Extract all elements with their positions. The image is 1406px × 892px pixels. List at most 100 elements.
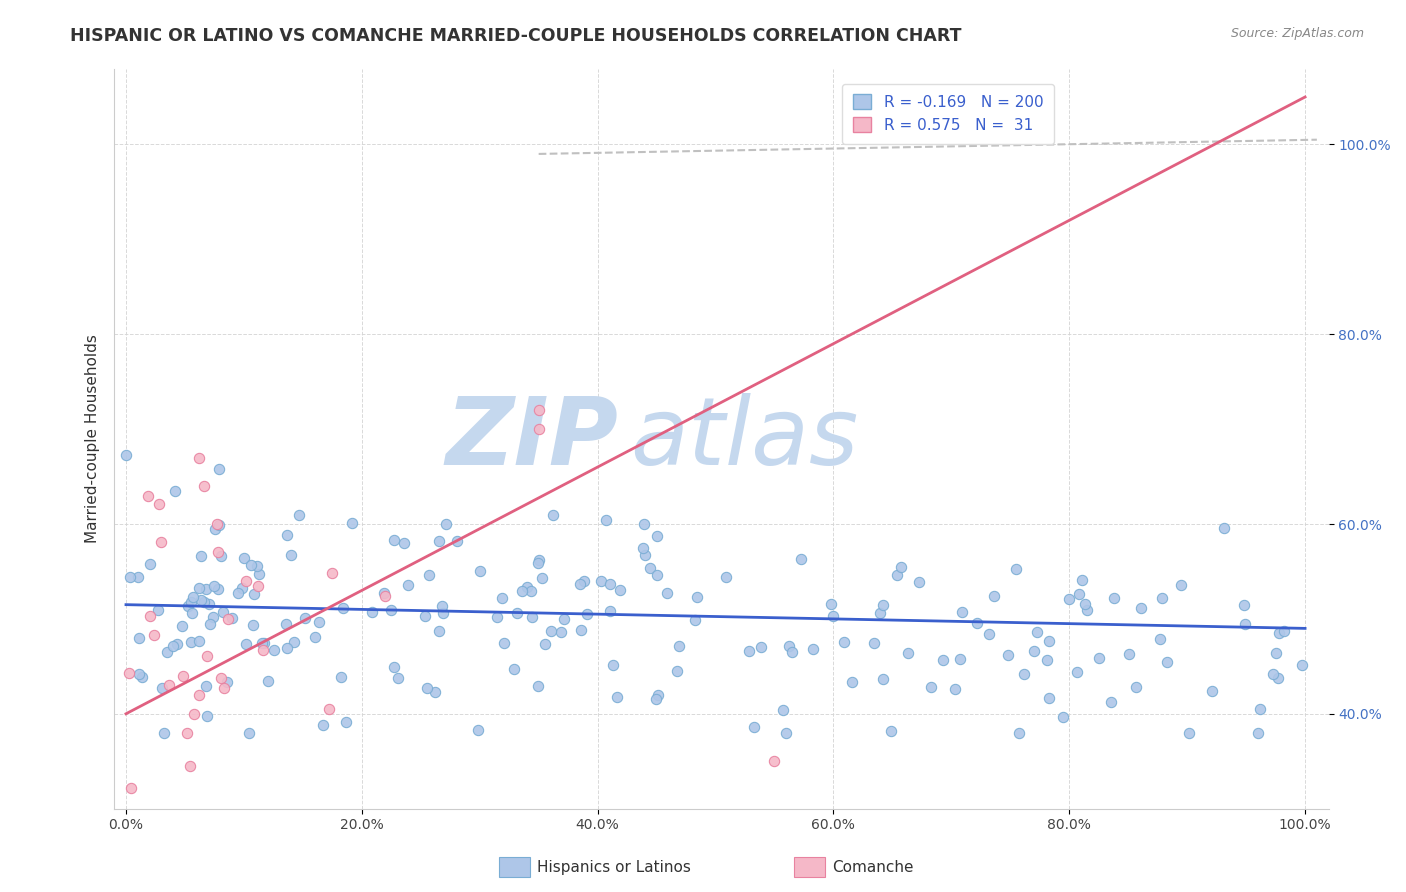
Point	[966, 616, 988, 631]
Point	[1268, 625, 1291, 640]
Point	[599, 604, 621, 618]
Point	[1178, 725, 1201, 739]
Point	[432, 606, 454, 620]
Point	[606, 690, 628, 705]
Point	[176, 725, 198, 739]
Point	[200, 616, 222, 631]
Point	[233, 550, 256, 565]
Point	[640, 561, 662, 575]
Point	[931, 652, 953, 666]
Point	[193, 595, 215, 609]
Point	[190, 549, 212, 563]
Point	[208, 518, 231, 533]
Point	[526, 679, 548, 693]
Point	[1022, 644, 1045, 658]
Point	[446, 534, 468, 549]
Point	[527, 422, 550, 436]
Point	[863, 636, 886, 650]
Point	[276, 640, 298, 655]
Text: Comanche: Comanche	[832, 860, 914, 874]
Point	[486, 610, 509, 624]
Point	[1038, 691, 1060, 706]
Point	[763, 754, 786, 768]
Point	[1036, 652, 1059, 666]
Point	[288, 508, 311, 522]
Point	[373, 586, 395, 600]
Point	[427, 624, 450, 638]
Point	[890, 560, 912, 574]
Point	[683, 613, 706, 627]
Point	[166, 637, 188, 651]
Point	[392, 536, 415, 550]
Point	[983, 589, 1005, 603]
Text: Source: ZipAtlas.com: Source: ZipAtlas.com	[1230, 27, 1364, 40]
Point	[841, 675, 863, 690]
Point	[335, 714, 357, 729]
Point	[540, 624, 562, 638]
Point	[516, 580, 538, 594]
Point	[374, 589, 396, 603]
Point	[568, 577, 591, 591]
Point	[162, 639, 184, 653]
Point	[434, 516, 457, 531]
Point	[188, 581, 211, 595]
Point	[872, 598, 894, 612]
Point	[1014, 666, 1036, 681]
Point	[1149, 632, 1171, 646]
Point	[979, 627, 1001, 641]
Point	[1249, 702, 1271, 716]
Point	[1052, 709, 1074, 723]
Point	[1025, 625, 1047, 640]
Point	[170, 618, 193, 632]
Point	[775, 725, 797, 739]
Point	[312, 718, 335, 732]
Point	[308, 615, 330, 629]
Point	[257, 674, 280, 689]
Point	[1038, 634, 1060, 648]
Point	[396, 578, 419, 592]
Point	[576, 607, 599, 622]
Point	[138, 489, 160, 503]
Point	[1201, 683, 1223, 698]
Point	[332, 601, 354, 615]
Point	[550, 625, 572, 640]
Point	[194, 582, 217, 596]
Point	[801, 641, 824, 656]
Point	[304, 630, 326, 644]
Point	[1088, 651, 1111, 665]
Point	[1291, 658, 1313, 673]
Point	[204, 522, 226, 536]
Point	[195, 648, 218, 663]
Point	[820, 597, 842, 611]
Point	[121, 781, 143, 796]
Point	[943, 681, 966, 696]
Point	[541, 508, 564, 522]
Point	[665, 664, 688, 678]
Point	[634, 548, 657, 562]
Point	[127, 570, 149, 584]
Point	[179, 758, 201, 772]
Point	[115, 448, 138, 462]
Point	[188, 634, 211, 648]
Point	[207, 462, 229, 476]
Point	[118, 666, 141, 681]
Text: ZIP: ZIP	[446, 392, 619, 484]
Point	[772, 703, 794, 717]
Point	[193, 479, 215, 493]
Point	[1129, 600, 1152, 615]
Point	[250, 636, 273, 650]
Point	[527, 403, 550, 417]
Point	[506, 606, 529, 620]
Point	[247, 567, 270, 582]
Point	[276, 617, 298, 632]
Point	[217, 612, 239, 626]
Point	[631, 541, 654, 555]
Point	[382, 659, 405, 673]
Point	[571, 623, 593, 637]
Point	[131, 670, 153, 684]
Point	[150, 681, 173, 695]
Point	[146, 602, 169, 616]
Point	[553, 612, 575, 626]
Point	[253, 636, 276, 650]
Point	[418, 567, 440, 582]
